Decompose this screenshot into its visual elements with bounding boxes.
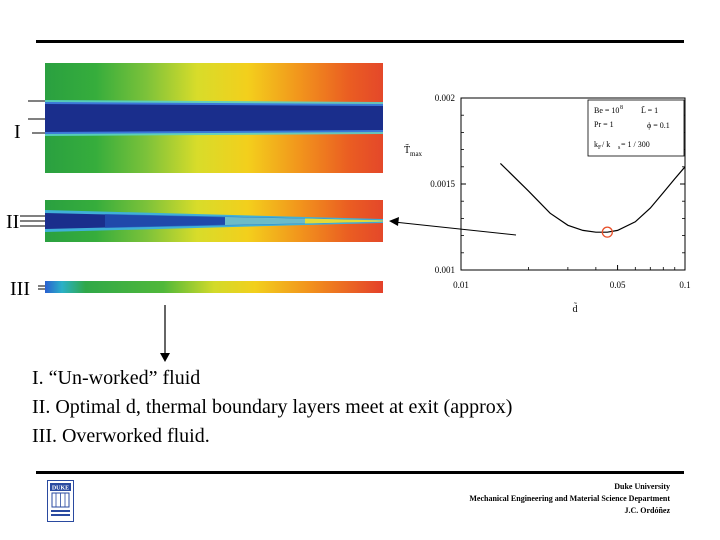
y-tick-label: 0.002 xyxy=(435,93,455,103)
legend-k-sub2: s xyxy=(618,145,621,151)
footer-department: Mechanical Engineering and Material Scie… xyxy=(469,494,670,503)
footer-university: Duke University xyxy=(614,482,670,491)
x-tick-label: 0.1 xyxy=(679,280,690,290)
legend-box xyxy=(587,99,685,157)
y-axis-label: T̃ xyxy=(404,143,410,156)
flow-field-unworked xyxy=(45,63,383,173)
top-rule xyxy=(36,40,684,43)
down-arrow-icon xyxy=(160,305,170,362)
caption-unworked: I. “Un-worked” fluid xyxy=(32,367,201,389)
caption-optimal: II. Optimal d, thermal boundary layers m… xyxy=(32,396,513,418)
legend-k-sub1: F xyxy=(598,145,602,151)
flow-field-optimal xyxy=(45,200,383,242)
legend-be: Be = 10 xyxy=(594,106,619,115)
regime-label-3: III xyxy=(10,278,30,300)
x-axis-label: d̃ xyxy=(573,302,578,315)
legend-phi: ϕ = 0.1 xyxy=(647,121,670,130)
y-tick-label: 0.0015 xyxy=(430,179,455,189)
legend-k-mid: / k xyxy=(602,140,610,149)
footer-author: J.C. Ordóñez xyxy=(624,506,670,515)
optimum-marker xyxy=(601,226,613,238)
channel-indicator-lines xyxy=(20,100,45,290)
y-tick-label: 0.001 xyxy=(435,265,455,275)
regime-label-2: II xyxy=(6,211,20,233)
x-tick-label: 0.01 xyxy=(453,280,469,290)
bottom-rule xyxy=(36,471,684,474)
legend-k: k xyxy=(594,140,598,149)
duke-logo: DUKE xyxy=(47,480,74,522)
legend-pr: Pr = 1 xyxy=(594,120,614,129)
logo-text: DUKE xyxy=(52,486,69,492)
series-line xyxy=(499,162,686,233)
tmax-vs-d-chart: 0.001 0.0015 0.002 0.01 0.05 0.1 d̃ T̃ max Be = 1… xyxy=(404,93,691,315)
regime-label-1: I xyxy=(14,121,21,143)
x-tick-label: 0.05 xyxy=(610,280,626,290)
legend-L: L̃ = 1 xyxy=(641,105,658,115)
legend-k-end: = 1 / 300 xyxy=(621,140,650,149)
caption-overworked: III. Overworked fluid. xyxy=(32,425,210,447)
y-axis-label-sub: max xyxy=(410,150,423,158)
flow-field-overworked xyxy=(45,281,383,293)
legend-be-exp: 8 xyxy=(620,105,623,111)
